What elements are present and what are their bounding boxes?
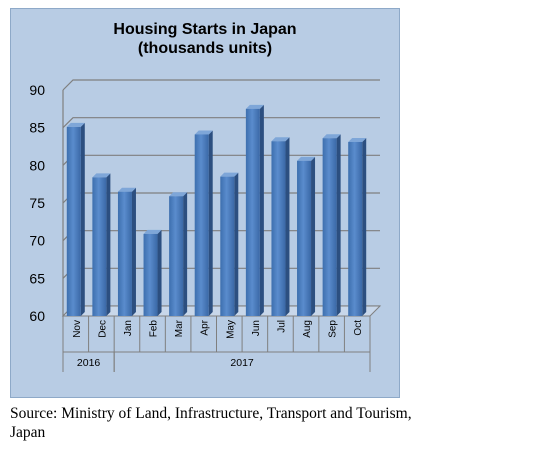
- bar: [220, 172, 239, 316]
- bar-front: [245, 108, 260, 316]
- bar-side: [106, 173, 111, 316]
- bar-top: [117, 187, 136, 192]
- bar-front: [117, 191, 132, 316]
- bar: [245, 104, 264, 316]
- gridline: [62, 79, 380, 91]
- source-line1: Source: Ministry of Land, Infrastructure…: [10, 405, 412, 422]
- bar: [322, 134, 341, 316]
- bar: [194, 130, 213, 316]
- y-tick-label: 90: [29, 82, 45, 98]
- bar-side: [183, 192, 188, 316]
- bar: [117, 187, 136, 316]
- bar-side: [80, 122, 85, 316]
- x-year-label: 2016: [77, 357, 101, 369]
- y-tick-label: 70: [29, 233, 45, 249]
- chart-title-line1: Housing Starts in Japan: [113, 21, 297, 38]
- bar: [169, 192, 188, 316]
- bar-front: [220, 176, 235, 316]
- chart-title: Housing Starts in Japan (thousands units…: [10, 20, 400, 58]
- bar-top: [169, 192, 188, 197]
- bar-top: [271, 137, 290, 142]
- x-category-label: Sep: [328, 320, 339, 338]
- gridline: [62, 117, 380, 129]
- x-category-label: Mar: [174, 319, 185, 337]
- bar-top: [297, 156, 316, 161]
- x-category-label: Nov: [72, 320, 83, 338]
- y-tick-label: 75: [29, 195, 45, 211]
- bar-top: [245, 104, 264, 109]
- y-tick-label: 80: [29, 157, 45, 173]
- bar-front: [143, 233, 158, 316]
- bar-top: [92, 173, 111, 178]
- bar-top: [220, 172, 239, 177]
- x-category-label: Jun: [251, 320, 262, 336]
- x-category-label: Jul: [276, 320, 287, 333]
- bar-side: [208, 130, 213, 316]
- x-category-label: Feb: [149, 320, 160, 338]
- bar-side: [311, 156, 316, 316]
- bar-front: [194, 134, 209, 316]
- bar-side: [285, 137, 290, 316]
- bar-side: [259, 104, 264, 316]
- bar: [92, 173, 111, 316]
- bar-front: [271, 141, 286, 316]
- x-category-label: Aug: [302, 320, 313, 338]
- x-category-label: Apr: [200, 319, 211, 335]
- bar-side: [336, 134, 341, 316]
- bar-top: [348, 137, 367, 142]
- bar-side: [234, 172, 239, 316]
- bar: [66, 122, 85, 316]
- bar-top: [143, 229, 162, 234]
- bar-top: [194, 130, 213, 135]
- bar: [297, 156, 316, 316]
- bar: [348, 137, 367, 316]
- bar-side: [362, 137, 367, 316]
- x-category-label: May: [225, 320, 236, 339]
- x-year-label: 2017: [230, 357, 254, 369]
- x-category-label: Jan: [123, 320, 134, 336]
- y-tick-label: 65: [29, 270, 45, 286]
- x-category-label: Dec: [97, 320, 108, 338]
- bar-top: [322, 134, 341, 139]
- bar: [143, 229, 162, 316]
- y-tick-label: 60: [29, 308, 45, 324]
- bar-front: [348, 141, 363, 316]
- chart-title-line2: (thousands units): [137, 40, 273, 57]
- bar-front: [66, 126, 81, 316]
- bar-front: [322, 138, 337, 316]
- bar-front: [297, 160, 312, 316]
- y-tick-label: 85: [29, 120, 45, 136]
- bar-top: [66, 122, 85, 127]
- bar-front: [92, 177, 107, 316]
- bar-side: [131, 187, 136, 316]
- bar-side: [157, 229, 162, 316]
- source-note: Source: Ministry of Land, Infrastructure…: [10, 404, 525, 442]
- source-line2: Japan: [10, 424, 46, 441]
- x-category-label: Oct: [353, 320, 364, 336]
- bar: [271, 137, 290, 316]
- bar-front: [169, 196, 184, 316]
